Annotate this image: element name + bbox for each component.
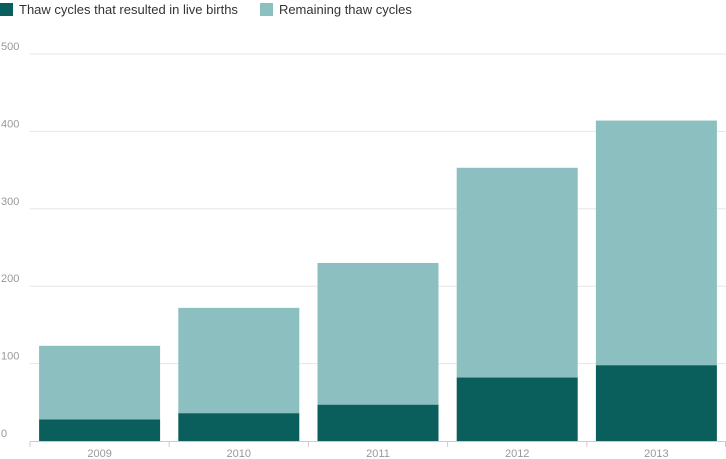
bar-remaining-2012 bbox=[456, 167, 578, 378]
bar-live-births-2011 bbox=[317, 404, 439, 441]
y-tick-label-100: 100 bbox=[1, 351, 19, 363]
bar-remaining-2013 bbox=[595, 120, 717, 366]
legend-item-live-births[interactable]: Thaw cycles that resulted in live births bbox=[0, 2, 238, 17]
x-tick-label-2010: 2010 bbox=[227, 448, 251, 459]
legend: Thaw cycles that resulted in live births… bbox=[0, 0, 434, 18]
x-tick-label-2009: 2009 bbox=[87, 448, 111, 459]
legend-swatch-remaining bbox=[259, 2, 273, 16]
y-tick-label-300: 300 bbox=[1, 196, 19, 208]
x-tick-label-2012: 2012 bbox=[505, 448, 529, 459]
legend-item-remaining[interactable]: Remaining thaw cycles bbox=[259, 1, 412, 17]
y-tick-label-400: 400 bbox=[1, 118, 19, 130]
y-tick-label-200: 200 bbox=[1, 273, 19, 285]
bar-live-births-2013 bbox=[595, 365, 717, 441]
legend-label-remaining: Remaining thaw cycles bbox=[278, 1, 412, 17]
bar-live-births-2010 bbox=[178, 413, 300, 441]
bar-remaining-2011 bbox=[317, 262, 439, 405]
bar-live-births-2009 bbox=[39, 419, 161, 441]
x-tick-label-2011: 2011 bbox=[366, 448, 390, 459]
legend-swatch-live-births bbox=[0, 2, 13, 16]
y-tick-label-500: 500 bbox=[1, 41, 19, 53]
bar-remaining-2009 bbox=[39, 345, 161, 420]
legend-label-live-births: Thaw cycles that resulted in live births bbox=[19, 1, 238, 17]
bar-live-births-2012 bbox=[456, 377, 578, 441]
x-tick-label-2013: 2013 bbox=[644, 448, 668, 459]
bar-remaining-2010 bbox=[178, 307, 300, 414]
y-tick-label-0: 0 bbox=[1, 428, 7, 440]
